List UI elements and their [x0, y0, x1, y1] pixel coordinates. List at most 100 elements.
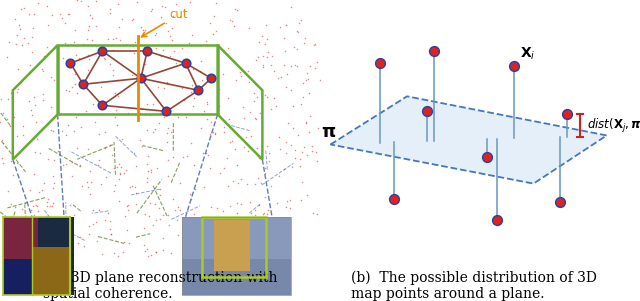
Point [104, 11, 115, 16]
Point [136, 25, 147, 29]
Point [243, 69, 253, 73]
Point [186, 89, 196, 94]
Point [275, 74, 285, 79]
Point [76, 0, 86, 3]
Point [113, 94, 123, 99]
Point [307, 149, 317, 154]
Point [196, 125, 207, 130]
Point [204, 232, 214, 237]
Point [31, 252, 42, 257]
Point [12, 160, 22, 165]
Point [42, 44, 52, 49]
Point [47, 12, 57, 17]
Point [112, 123, 122, 128]
Point [312, 158, 322, 163]
Point [6, 202, 17, 206]
Point [139, 243, 149, 248]
Point [236, 177, 246, 182]
Point [375, 61, 385, 66]
Point [93, 132, 104, 137]
Point [145, 113, 155, 118]
Point [83, 4, 93, 8]
Point [303, 129, 314, 134]
Point [155, 193, 165, 197]
Point [206, 205, 216, 210]
Point [29, 150, 40, 154]
Point [225, 139, 235, 144]
Point [52, 239, 62, 244]
Point [87, 16, 97, 20]
Point [82, 179, 92, 184]
Point [239, 144, 249, 149]
Point [116, 137, 127, 142]
Point [175, 15, 186, 20]
Point [36, 214, 46, 219]
Point [246, 144, 257, 149]
Point [202, 102, 212, 107]
Point [103, 211, 113, 216]
Point [282, 199, 292, 204]
Point [119, 240, 129, 245]
Point [100, 129, 110, 134]
Point [312, 212, 322, 216]
Point [108, 48, 118, 52]
Point [83, 147, 93, 152]
Point [170, 2, 180, 7]
Point [38, 69, 48, 73]
Point [100, 218, 110, 223]
Point [236, 73, 246, 78]
Point [271, 103, 281, 108]
Point [19, 36, 29, 41]
Point [123, 207, 133, 212]
Point [237, 234, 248, 239]
Point [145, 8, 156, 13]
Point [273, 75, 284, 80]
Point [184, 192, 195, 197]
Point [199, 108, 209, 113]
Point [129, 50, 139, 55]
Point [241, 135, 251, 139]
Point [239, 116, 250, 120]
Point [105, 219, 115, 224]
Point [109, 251, 119, 256]
Point [227, 19, 237, 23]
Point [90, 120, 100, 125]
Point [245, 199, 255, 204]
Point [131, 191, 141, 195]
Point [161, 20, 172, 25]
Point [250, 212, 260, 217]
Point [55, 242, 65, 247]
Point [85, 191, 95, 196]
Point [0, 137, 8, 142]
Point [156, 14, 166, 19]
Point [150, 250, 161, 255]
Point [253, 54, 264, 59]
Point [97, 251, 107, 256]
Point [104, 142, 115, 147]
Point [262, 55, 272, 60]
Point [235, 253, 245, 258]
Point [301, 121, 311, 126]
Point [262, 238, 273, 243]
Point [19, 5, 29, 10]
Point [253, 218, 264, 222]
Point [257, 34, 267, 39]
Point [250, 58, 260, 63]
Point [42, 204, 52, 209]
Point [222, 155, 232, 160]
Point [159, 115, 169, 119]
Point [67, 252, 77, 257]
Point [113, 253, 124, 258]
Point [142, 247, 152, 252]
Point [269, 69, 279, 74]
Point [189, 162, 199, 167]
Point [95, 52, 106, 57]
Point [100, 145, 110, 150]
Point [275, 25, 285, 29]
Point [71, 53, 81, 57]
Point [88, 222, 99, 226]
Point [175, 180, 185, 185]
Point [2, 54, 12, 59]
Point [9, 115, 19, 120]
Point [259, 166, 269, 170]
